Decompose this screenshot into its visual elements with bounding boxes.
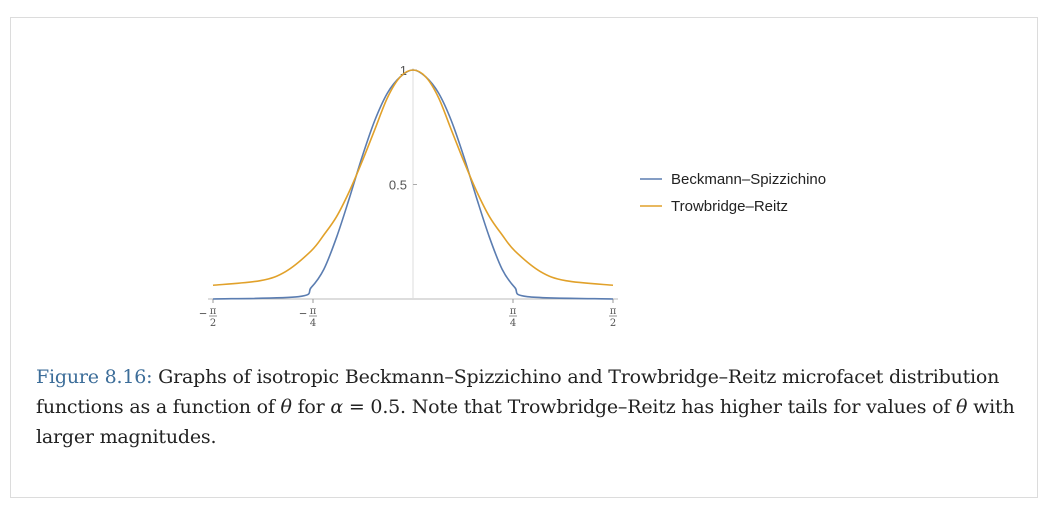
x-tick-denominator: 2 (210, 318, 216, 329)
figure-label[interactable]: Figure 8.16: (36, 366, 153, 388)
x-tick-numerator: π (610, 306, 617, 317)
caption-equation: = 0.5 (343, 396, 401, 418)
series-line-trowbridge (212, 69, 614, 287)
x-tick-numerator: π (310, 306, 317, 317)
series-group (212, 69, 614, 300)
legend: Beckmann–Spizzichino Trowbridge–Reitz (640, 171, 826, 215)
x-tick-sign: − (199, 306, 207, 321)
caption-text-4: with larger magnitudes. (36, 396, 1015, 448)
caption-text-1: Graphs of isotropic Beckmann–Spizzichino… (36, 366, 1000, 418)
caption-text-2: for (291, 396, 331, 418)
legend-label: Trowbridge–Reitz (671, 198, 788, 215)
x-tick-numerator: π (210, 306, 217, 317)
caption-theta-2: θ (956, 396, 968, 418)
figure-frame (10, 17, 1038, 498)
figure-caption: Figure 8.16: Graphs of isotropic Beckman… (36, 362, 1016, 452)
x-tick-denominator: 4 (510, 318, 516, 329)
caption-alpha: α (330, 396, 344, 418)
x-tick-numerator: π (510, 306, 517, 317)
caption-text-3: . Note that Trowbridge–Reitz has higher … (400, 396, 956, 418)
x-tick-sign: − (299, 306, 307, 321)
x-tick-denominator: 4 (310, 318, 316, 329)
y-tick-label: 1 (400, 63, 407, 78)
caption-theta-1: θ (280, 396, 292, 418)
x-tick-denominator: 2 (610, 318, 616, 329)
legend-label: Beckmann–Spizzichino (671, 171, 826, 188)
y-tick-label: 0.5 (389, 178, 407, 193)
